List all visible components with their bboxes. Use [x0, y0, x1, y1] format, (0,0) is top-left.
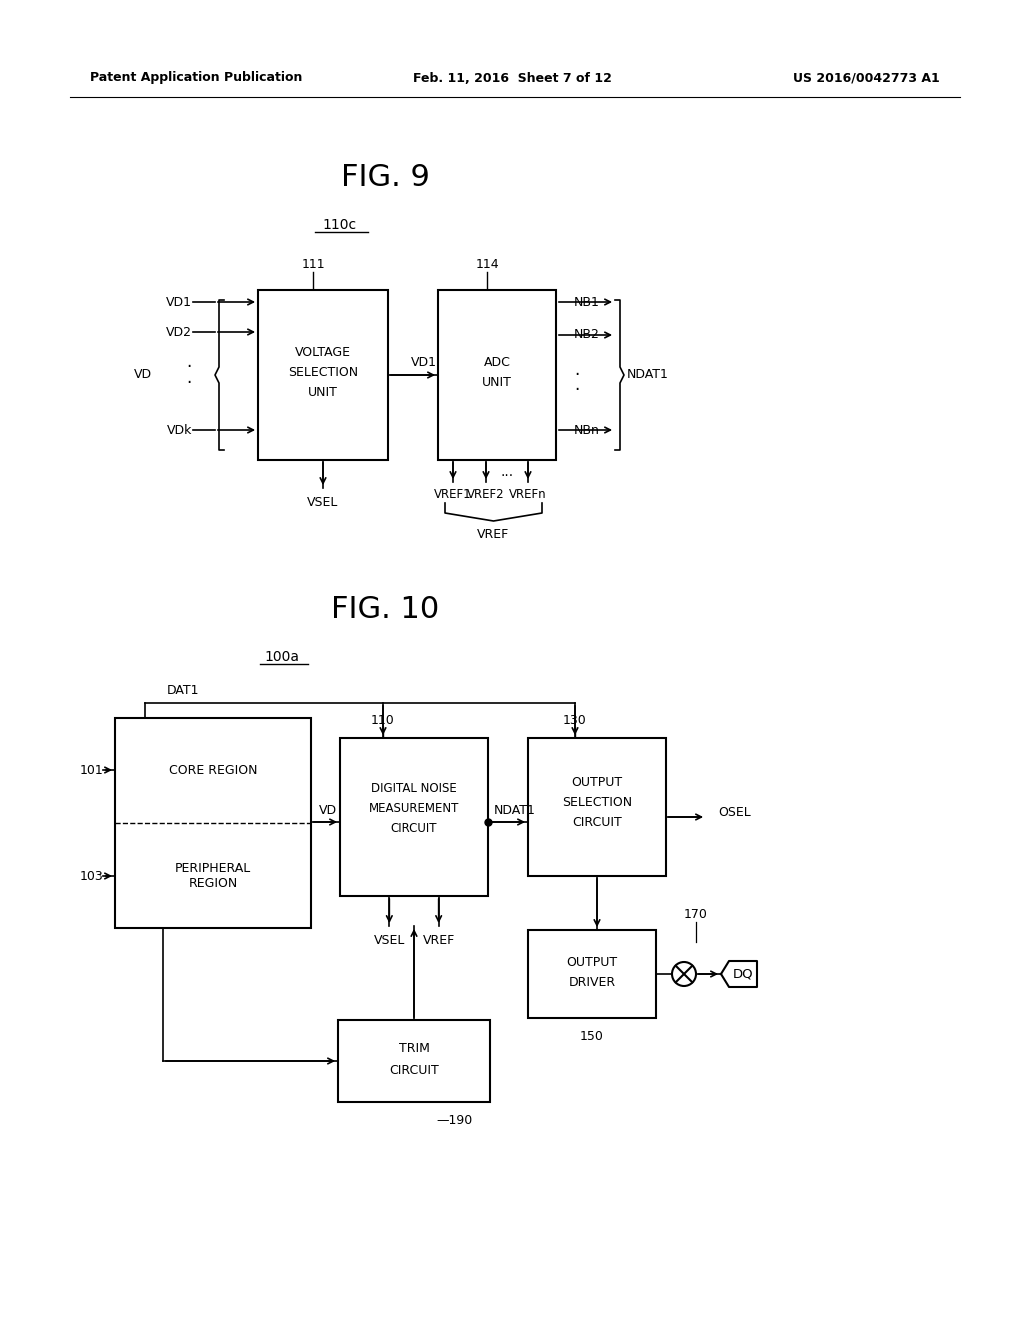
Text: 114: 114	[475, 259, 499, 272]
Bar	[438, 290, 556, 459]
Bar	[115, 718, 311, 928]
Text: VSEL: VSEL	[307, 495, 339, 508]
Text: 130: 130	[563, 714, 587, 726]
Text: Patent Application Publication: Patent Application Publication	[90, 71, 302, 84]
Text: FIG. 10: FIG. 10	[331, 595, 439, 624]
Text: ADC: ADC	[483, 355, 510, 368]
Text: VOLTAGE: VOLTAGE	[295, 346, 351, 359]
Text: NDAT1: NDAT1	[627, 368, 669, 381]
Text: PERIPHERAL
REGION: PERIPHERAL REGION	[175, 862, 251, 890]
Text: TRIM: TRIM	[398, 1041, 429, 1055]
Text: VREFn: VREFn	[509, 488, 547, 502]
Text: OUTPUT: OUTPUT	[571, 776, 623, 789]
Bar	[528, 738, 666, 876]
Text: Feb. 11, 2016  Sheet 7 of 12: Feb. 11, 2016 Sheet 7 of 12	[413, 71, 611, 84]
Bar	[528, 931, 656, 1018]
Text: VD1: VD1	[166, 296, 193, 309]
Text: OUTPUT: OUTPUT	[566, 956, 617, 969]
Text: 110: 110	[371, 714, 395, 726]
Text: OSEL: OSEL	[718, 805, 751, 818]
Text: VDk: VDk	[167, 424, 193, 437]
Text: NDAT1: NDAT1	[494, 804, 536, 817]
Text: DAT1: DAT1	[167, 684, 200, 697]
Text: NB1: NB1	[574, 296, 600, 309]
Text: VD: VD	[134, 368, 152, 381]
Text: DIGITAL NOISE: DIGITAL NOISE	[371, 781, 457, 795]
Text: SELECTION: SELECTION	[288, 366, 358, 379]
Text: VREF2: VREF2	[467, 488, 505, 502]
Text: CIRCUIT: CIRCUIT	[389, 1064, 439, 1077]
Text: CORE REGION: CORE REGION	[169, 763, 257, 776]
Text: CIRCUIT: CIRCUIT	[391, 821, 437, 834]
Text: .: .	[574, 376, 580, 393]
Text: CIRCUIT: CIRCUIT	[572, 817, 622, 829]
Polygon shape	[721, 961, 757, 987]
Text: —190: —190	[436, 1114, 472, 1126]
Text: VSEL: VSEL	[374, 933, 406, 946]
Text: VREF1: VREF1	[434, 488, 472, 502]
Text: ...: ...	[501, 465, 514, 479]
Text: UNIT: UNIT	[308, 385, 338, 399]
Bar	[258, 290, 388, 459]
Text: NB2: NB2	[574, 329, 600, 342]
Text: 100a: 100a	[264, 649, 299, 664]
Text: UNIT: UNIT	[482, 375, 512, 388]
Text: 111: 111	[301, 259, 325, 272]
Text: FIG. 9: FIG. 9	[341, 164, 429, 193]
Text: VD: VD	[319, 804, 337, 817]
Text: .: .	[574, 360, 580, 379]
Bar	[338, 1020, 490, 1102]
Text: 103: 103	[79, 870, 103, 883]
Text: 170: 170	[684, 908, 708, 921]
Text: 110c: 110c	[323, 218, 357, 232]
Text: MEASUREMENT: MEASUREMENT	[369, 801, 459, 814]
Text: .: .	[186, 370, 193, 387]
Text: VREF: VREF	[477, 528, 510, 541]
Text: .: .	[186, 352, 193, 371]
Text: NBn: NBn	[574, 424, 600, 437]
Text: DRIVER: DRIVER	[568, 975, 615, 989]
Text: VREF: VREF	[423, 933, 455, 946]
Text: SELECTION: SELECTION	[562, 796, 632, 809]
Text: VD2: VD2	[166, 326, 193, 338]
Text: US 2016/0042773 A1: US 2016/0042773 A1	[794, 71, 940, 84]
Text: 150: 150	[580, 1030, 604, 1043]
Text: DQ: DQ	[733, 968, 754, 981]
Text: 101: 101	[79, 763, 103, 776]
Text: VD1: VD1	[411, 356, 437, 370]
Bar	[340, 738, 488, 896]
